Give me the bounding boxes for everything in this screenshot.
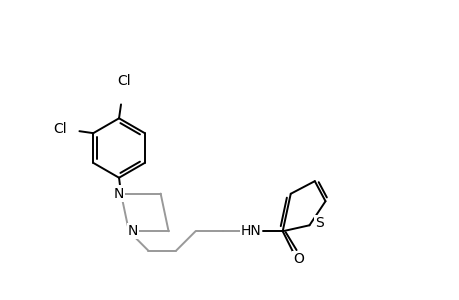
Text: S: S	[314, 216, 323, 230]
Text: O: O	[292, 252, 303, 266]
Text: Cl: Cl	[117, 74, 130, 88]
Text: N: N	[113, 187, 124, 201]
Text: N: N	[128, 224, 138, 238]
Text: HN: HN	[240, 224, 261, 238]
Text: Cl: Cl	[53, 122, 66, 136]
